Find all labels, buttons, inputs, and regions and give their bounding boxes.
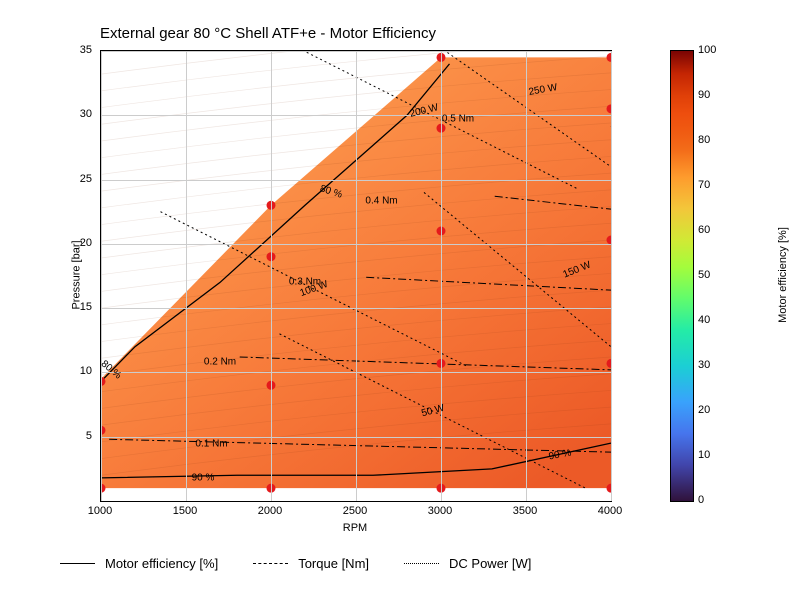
grid-v	[186, 51, 187, 501]
grid-v	[101, 51, 102, 501]
grid-h	[101, 372, 611, 373]
legend-label: DC Power [W]	[449, 556, 531, 571]
colorbar	[670, 50, 694, 502]
x-tick: 4000	[598, 505, 622, 517]
colorbar-tick: 80	[698, 134, 710, 146]
legend-label: Motor efficiency [%]	[105, 556, 218, 571]
grid-h	[101, 180, 611, 181]
grid-v	[611, 51, 612, 501]
grid-h	[101, 115, 611, 116]
colorbar-tick: 70	[698, 179, 710, 191]
grid-v	[356, 51, 357, 501]
colorbar-tick: 50	[698, 269, 710, 281]
legend-item: Motor efficiency [%]	[60, 556, 218, 571]
contour-label: 90 %	[190, 472, 217, 483]
chart-title: External gear 80 °C Shell ATF+e - Motor …	[100, 25, 436, 42]
colorbar-tick: 40	[698, 314, 710, 326]
contour-label: 0.2 Nm	[202, 357, 238, 368]
contour-label: 0.1 Nm	[193, 439, 229, 450]
colorbar-tick: 10	[698, 449, 710, 461]
legend-line	[60, 563, 95, 564]
grid-h	[101, 437, 611, 438]
contour-label: 0.5 Nm	[440, 114, 476, 125]
y-tick: 25	[80, 173, 92, 185]
x-tick: 3500	[513, 505, 537, 517]
x-tick: 2000	[258, 505, 282, 517]
x-tick: 1500	[173, 505, 197, 517]
chart-container: 80 %80 %90 %90 %0.1 Nm0.2 Nm0.3 Nm0.4 Nm…	[100, 50, 610, 500]
colorbar-tick: 90	[698, 89, 710, 101]
legend-line	[253, 563, 288, 564]
y-axis-label: Pressure [bar]	[71, 240, 83, 309]
y-tick: 10	[80, 365, 92, 377]
x-tick: 3000	[428, 505, 452, 517]
contour-label: 0.4 Nm	[363, 196, 399, 207]
x-axis-label: RPM	[343, 522, 367, 534]
legend-item: Torque [Nm]	[253, 556, 369, 571]
grid-h	[101, 244, 611, 245]
y-tick: 30	[80, 108, 92, 120]
y-tick: 5	[86, 430, 92, 442]
colorbar-tick: 100	[698, 44, 716, 56]
grid-h	[101, 308, 611, 309]
legend-item: DC Power [W]	[404, 556, 531, 571]
grid-v	[271, 51, 272, 501]
legend: Motor efficiency [%] Torque [Nm] DC Power …	[60, 548, 740, 578]
x-tick: 2500	[343, 505, 367, 517]
x-tick: 1000	[88, 505, 112, 517]
legend-line	[404, 563, 439, 564]
legend-label: Torque [Nm]	[298, 556, 369, 571]
colorbar-tick: 60	[698, 224, 710, 236]
plot-area: 80 %80 %90 %90 %0.1 Nm0.2 Nm0.3 Nm0.4 Nm…	[100, 50, 612, 502]
y-tick: 20	[80, 237, 92, 249]
y-tick: 15	[80, 301, 92, 313]
colorbar-tick: 0	[698, 494, 704, 506]
grid-h	[101, 51, 611, 52]
colorbar-label: Motor efficiency [%]	[777, 227, 789, 323]
colorbar-tick: 20	[698, 404, 710, 416]
y-tick: 35	[80, 44, 92, 56]
colorbar-tick: 30	[698, 359, 710, 371]
grid-v	[526, 51, 527, 501]
